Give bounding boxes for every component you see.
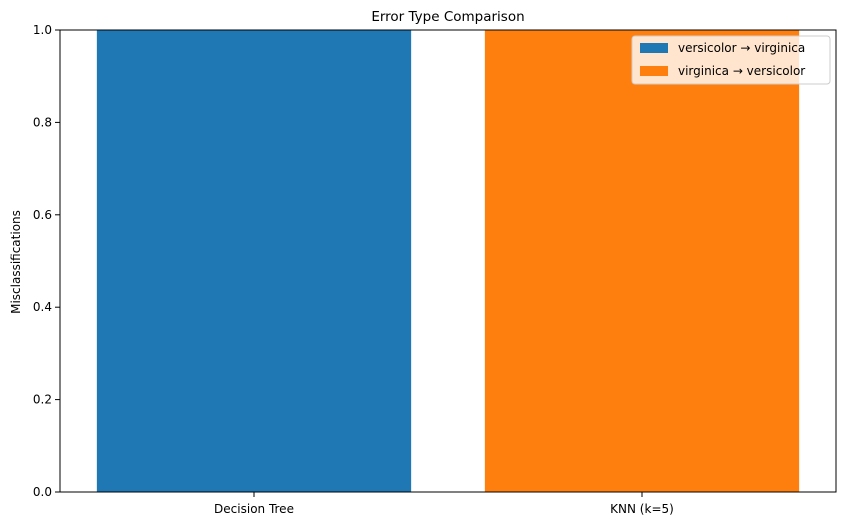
legend-swatch-series-1: [640, 43, 668, 53]
y-tick-label: 0.8: [33, 115, 52, 129]
y-tick-label: 1.0: [33, 23, 52, 37]
legend-swatch-series-2: [640, 66, 668, 76]
y-tick-label: 0.2: [33, 393, 52, 407]
bar-knn-k-5-series-2: [484, 30, 800, 492]
y-axis: 0.0 0.2 0.4 0.6 0.8 1.0: [33, 23, 60, 499]
legend-label-series-2: virginica → versicolor: [678, 64, 805, 78]
legend: versicolor → virginica virginica → versi…: [631, 35, 831, 85]
y-tick-label: 0.0: [33, 485, 52, 499]
legend-box: [631, 35, 831, 85]
legend-label-series-1: versicolor → virginica: [678, 41, 805, 55]
x-tick-label: Decision Tree: [214, 502, 294, 516]
y-tick-label: 0.6: [33, 208, 52, 222]
x-axis: Decision Tree KNN (k=5): [214, 492, 674, 516]
y-axis-label: Misclassifications: [9, 210, 23, 314]
bars-group: [96, 30, 800, 492]
plot-frame: [59, 29, 837, 493]
x-tick-label: KNN (k=5): [610, 502, 674, 516]
chart-title: Error Type Comparison: [371, 9, 524, 25]
bar-decision-tree-series-1: [96, 30, 412, 492]
y-tick-label: 0.4: [33, 300, 52, 314]
